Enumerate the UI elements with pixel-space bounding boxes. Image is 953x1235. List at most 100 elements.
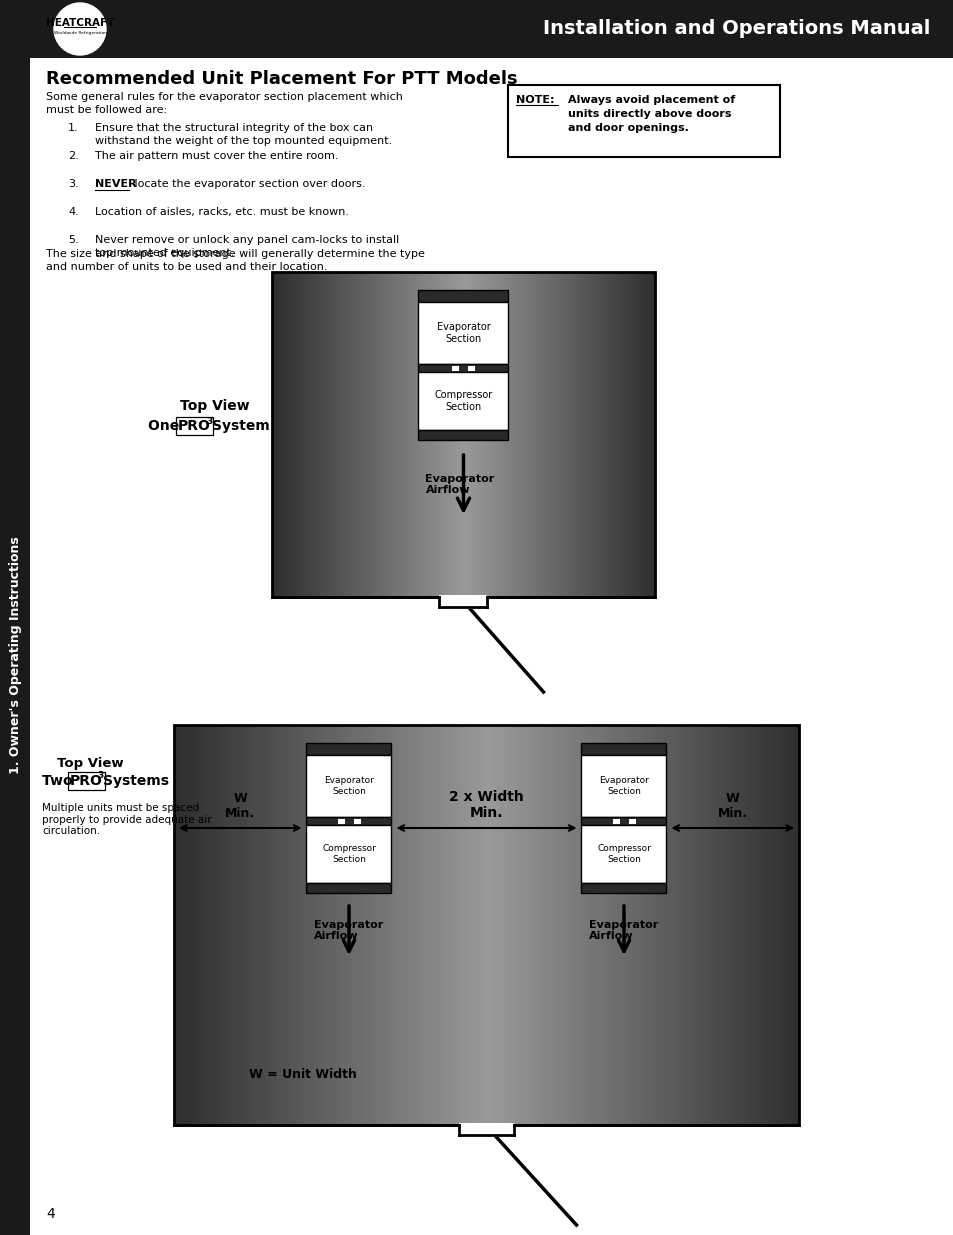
Bar: [173, 725, 179, 1125]
Text: Compressor
Section: Compressor Section: [322, 845, 375, 863]
Text: System: System: [212, 419, 270, 433]
Bar: [319, 725, 325, 1125]
Bar: [626, 725, 632, 1125]
Bar: [533, 725, 538, 1125]
Bar: [372, 725, 377, 1125]
Bar: [416, 272, 419, 597]
Bar: [761, 725, 767, 1125]
Bar: [542, 272, 546, 597]
Bar: [190, 725, 195, 1125]
Bar: [283, 725, 289, 1125]
Bar: [418, 430, 508, 440]
Bar: [374, 272, 377, 597]
Bar: [278, 272, 282, 597]
Text: Recommended Unit Placement For PTT Models: Recommended Unit Placement For PTT Model…: [46, 70, 517, 88]
Bar: [333, 272, 336, 597]
Text: Compressor
Section: Compressor Section: [434, 390, 492, 411]
Bar: [352, 272, 355, 597]
Bar: [625, 272, 629, 597]
Text: Always avoid placement of: Always avoid placement of: [567, 95, 735, 105]
Bar: [558, 725, 564, 1125]
Bar: [479, 272, 482, 597]
Bar: [304, 272, 307, 597]
Bar: [306, 755, 391, 818]
Bar: [581, 883, 666, 893]
Circle shape: [54, 2, 106, 56]
Bar: [530, 272, 534, 597]
Bar: [772, 725, 778, 1125]
Bar: [581, 755, 666, 818]
Bar: [480, 725, 486, 1125]
Bar: [590, 725, 596, 1125]
Bar: [346, 725, 352, 1125]
Bar: [338, 272, 342, 597]
Bar: [512, 725, 517, 1125]
Bar: [482, 272, 486, 597]
Bar: [376, 725, 382, 1125]
Bar: [329, 272, 333, 597]
Bar: [268, 725, 274, 1125]
Bar: [425, 272, 429, 597]
Bar: [568, 272, 572, 597]
Bar: [205, 725, 211, 1125]
Bar: [306, 818, 391, 825]
Bar: [471, 725, 476, 1125]
Bar: [335, 725, 341, 1125]
Bar: [581, 825, 666, 883]
Bar: [444, 725, 450, 1125]
Bar: [632, 725, 638, 1125]
Bar: [507, 725, 513, 1125]
Bar: [491, 725, 497, 1125]
Bar: [345, 272, 349, 597]
Text: must be followed are:: must be followed are:: [46, 105, 167, 115]
Text: PRO: PRO: [178, 419, 211, 433]
Bar: [431, 272, 435, 597]
Bar: [501, 725, 507, 1125]
Text: and door openings.: and door openings.: [567, 124, 688, 133]
Bar: [498, 272, 502, 597]
Text: withstand the weight of the top mounted equipment.: withstand the weight of the top mounted …: [95, 136, 392, 146]
Bar: [565, 272, 569, 597]
Bar: [553, 272, 556, 597]
Bar: [694, 725, 700, 1125]
Bar: [537, 272, 540, 597]
Bar: [606, 272, 610, 597]
Bar: [383, 272, 387, 597]
Bar: [288, 725, 294, 1125]
Bar: [393, 272, 396, 597]
Bar: [179, 725, 185, 1125]
Bar: [428, 272, 432, 597]
Bar: [451, 366, 459, 370]
Bar: [272, 272, 655, 597]
Text: top mounted equipment.: top mounted equipment.: [95, 248, 234, 258]
Bar: [336, 818, 345, 824]
Bar: [316, 272, 320, 597]
Text: 1. Owner's Operating Instructions: 1. Owner's Operating Instructions: [9, 536, 22, 774]
Bar: [252, 725, 257, 1125]
Bar: [501, 272, 505, 597]
Bar: [326, 272, 330, 597]
Text: 5.: 5.: [68, 235, 78, 245]
Bar: [517, 272, 521, 597]
Bar: [533, 272, 537, 597]
Bar: [751, 725, 757, 1125]
Bar: [272, 272, 275, 597]
Text: 3.: 3.: [68, 179, 78, 189]
Bar: [406, 272, 409, 597]
Bar: [476, 725, 481, 1125]
Bar: [421, 272, 425, 597]
Bar: [306, 825, 391, 883]
Bar: [418, 272, 422, 597]
Bar: [309, 725, 314, 1125]
Bar: [639, 272, 642, 597]
Bar: [323, 272, 327, 597]
Bar: [740, 725, 746, 1125]
Bar: [241, 725, 247, 1125]
Text: Location of aisles, racks, etc. must be known.: Location of aisles, racks, etc. must be …: [95, 207, 349, 217]
Bar: [546, 272, 550, 597]
Bar: [710, 725, 716, 1125]
Bar: [382, 725, 388, 1125]
Bar: [562, 272, 565, 597]
Bar: [572, 272, 575, 597]
Bar: [371, 272, 375, 597]
